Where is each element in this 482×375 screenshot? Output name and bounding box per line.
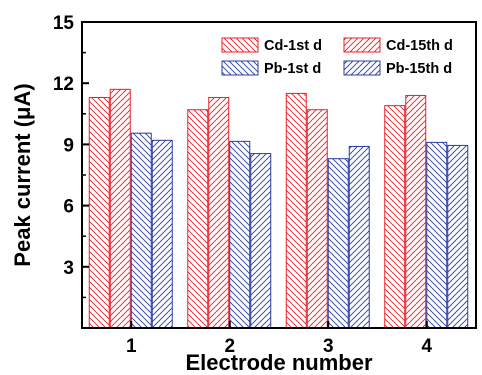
bar-cd-1st-d-electrode-1 bbox=[88, 96, 110, 329]
legend-label: Pb-15th d bbox=[386, 61, 452, 77]
legend-label: Pb-1st d bbox=[264, 61, 321, 77]
bar-cd-1st-d-electrode-2 bbox=[187, 109, 209, 329]
y-tick-label: 12 bbox=[53, 74, 74, 95]
bar-pb-15th-d-electrode-1 bbox=[151, 139, 173, 329]
bar-cd-15th-d-electrode-4 bbox=[405, 94, 427, 329]
legend-swatch bbox=[343, 37, 381, 53]
y-tick-label: 6 bbox=[63, 197, 74, 218]
bar-cd-15th-d-electrode-1 bbox=[109, 88, 131, 329]
x-axis-title: Electrode number bbox=[185, 350, 372, 375]
legend-label: Cd-15th d bbox=[386, 38, 453, 54]
y-tick-label: 15 bbox=[53, 13, 75, 34]
x-tick-label: 4 bbox=[421, 336, 432, 357]
bar-pb-15th-d-electrode-4 bbox=[447, 144, 469, 329]
x-tick-label: 2 bbox=[224, 336, 235, 357]
bar-pb-1st-d-electrode-4 bbox=[426, 141, 448, 329]
legend-label: Cd-1st d bbox=[264, 38, 322, 54]
bar-cd-1st-d-electrode-4 bbox=[384, 105, 406, 329]
legend-swatch bbox=[221, 37, 259, 53]
x-axis: 1 2 3 4 bbox=[126, 321, 432, 357]
y-tick-label: 9 bbox=[63, 135, 74, 156]
y-axis-title: Peak current (μA) bbox=[10, 83, 35, 266]
bars-group bbox=[88, 88, 469, 329]
legend-swatch bbox=[221, 60, 259, 76]
legend-swatch bbox=[343, 60, 381, 76]
y-tick-label: 3 bbox=[63, 258, 74, 279]
legend: Cd-1st d Cd-15th d Pb-1st d Pb-15th d bbox=[221, 37, 453, 77]
bar-cd-15th-d-electrode-3 bbox=[306, 109, 328, 329]
bar-pb-15th-d-electrode-3 bbox=[348, 145, 370, 329]
bar-cd-15th-d-electrode-2 bbox=[208, 96, 230, 329]
bar-pb-1st-d-electrode-1 bbox=[130, 132, 152, 329]
bar-cd-1st-d-electrode-3 bbox=[285, 92, 307, 329]
bar-pb-1st-d-electrode-3 bbox=[327, 158, 349, 329]
y-axis: 3 6 9 12 15 bbox=[53, 13, 89, 299]
x-tick-label: 1 bbox=[126, 336, 137, 357]
x-tick-label: 3 bbox=[323, 336, 334, 357]
bar-pb-1st-d-electrode-2 bbox=[229, 140, 251, 329]
bar-pb-15th-d-electrode-2 bbox=[250, 153, 272, 329]
